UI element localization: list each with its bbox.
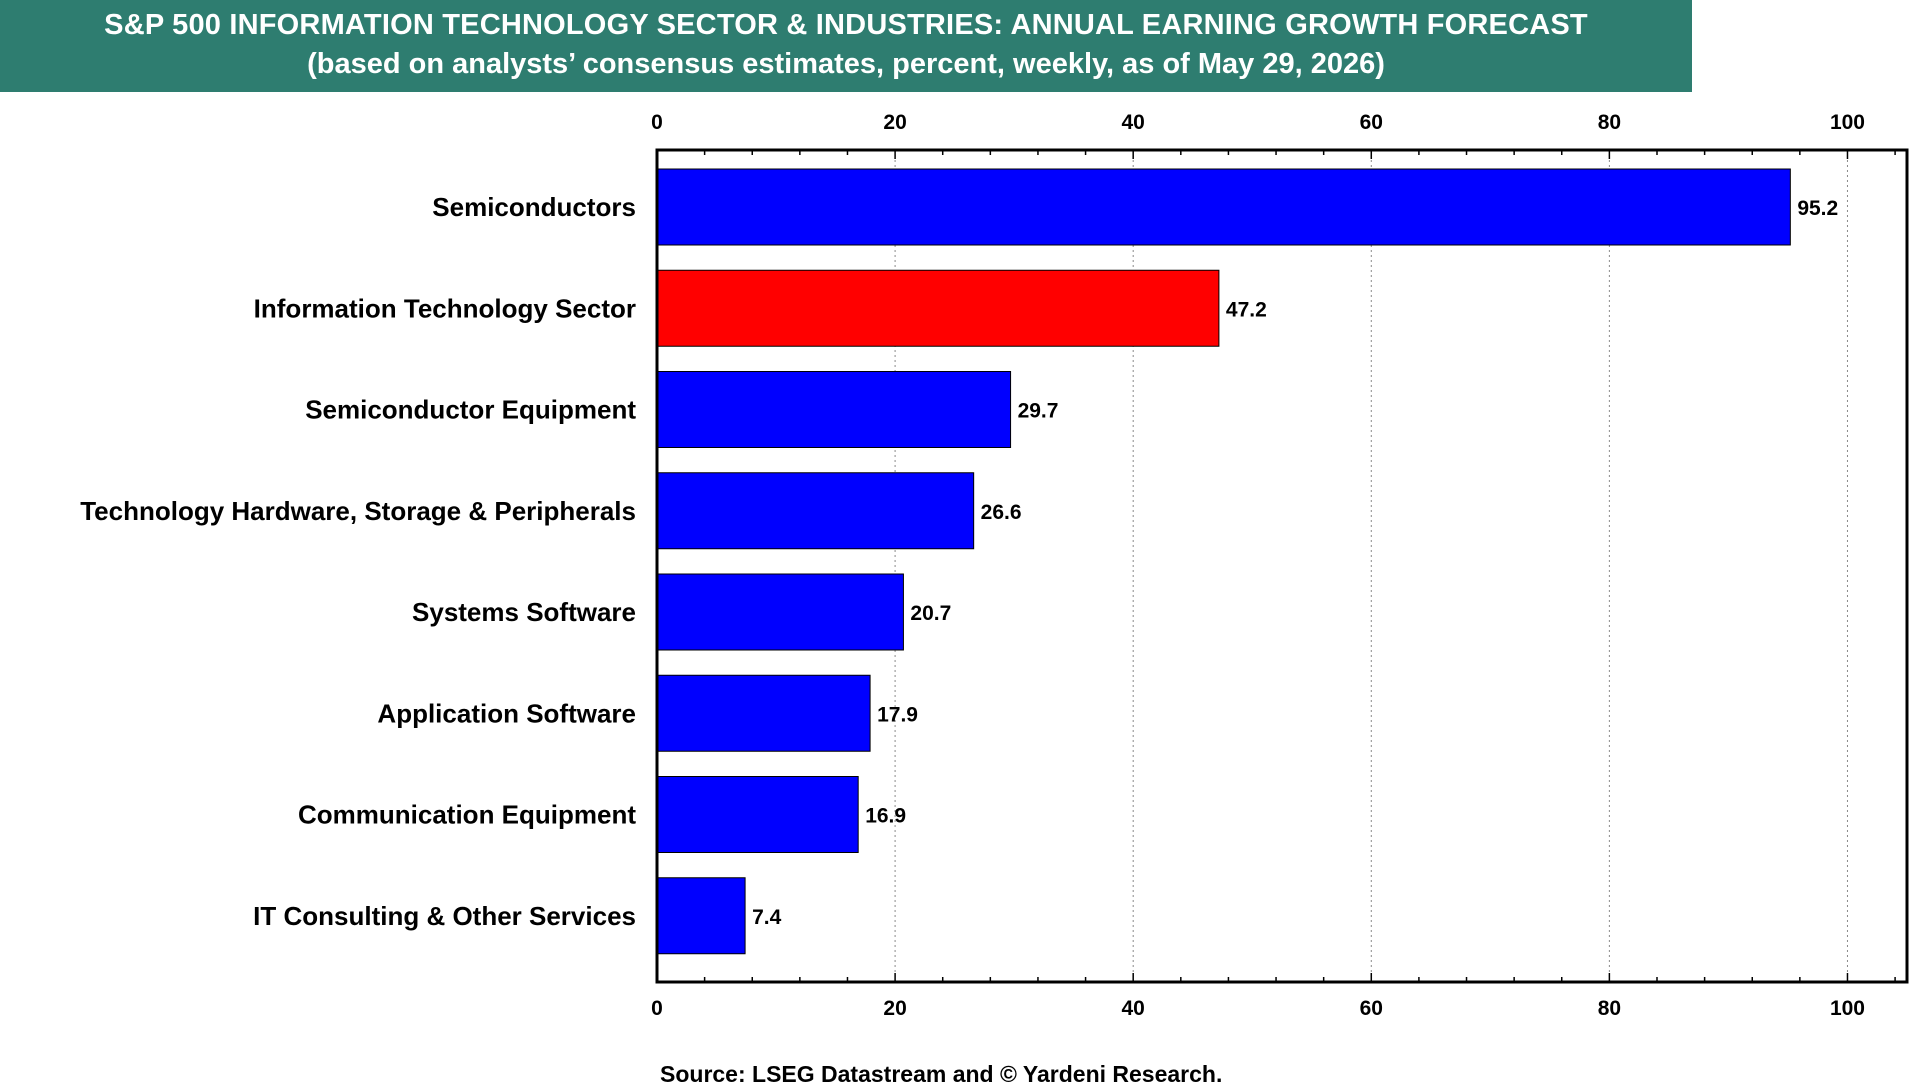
category-label: Application Software [377, 698, 636, 728]
data-label: 17.9 [877, 703, 918, 726]
data-label: 26.6 [981, 501, 1022, 524]
source-note: Source: LSEG Datastream and © Yardeni Re… [660, 1061, 1223, 1087]
x-tick-label-top: 60 [1360, 111, 1383, 134]
bar [656, 371, 1012, 448]
data-label: 29.7 [1018, 400, 1059, 423]
category-label: Systems Software [412, 597, 636, 627]
plot-frame [655, 148, 1909, 984]
category-label: Semiconductors [432, 192, 636, 222]
data-label: 20.7 [910, 602, 951, 625]
x-tick-label-bottom: 0 [651, 997, 663, 1020]
x-tick-label-bottom: 20 [883, 997, 906, 1020]
x-tick-label-top: 100 [1830, 111, 1865, 134]
bar [656, 472, 975, 550]
bar [656, 573, 904, 651]
category-label: Information Technology Sector [254, 293, 636, 323]
category-label: IT Consulting & Other Services [253, 901, 636, 931]
bar [656, 168, 1791, 246]
data-label: 16.9 [865, 805, 906, 828]
chart-subtitle: (based on analysts’ consensus estimates,… [307, 48, 1385, 80]
title-banner: S&P 500 INFORMATION TECHNOLOGY SECTOR & … [0, 0, 1692, 92]
data-label: 95.2 [1797, 197, 1838, 220]
bar [656, 877, 746, 955]
data-label: 7.4 [752, 906, 782, 929]
x-tick-label-top: 80 [1598, 111, 1621, 134]
x-tick-label-top: 40 [1122, 111, 1145, 134]
bar [656, 776, 859, 853]
chart-title: S&P 500 INFORMATION TECHNOLOGY SECTOR & … [104, 9, 1588, 41]
data-label: 47.2 [1226, 298, 1267, 321]
x-tick-label-top: 0 [651, 111, 663, 134]
x-tick-label-bottom: 100 [1830, 997, 1865, 1020]
x-tick-label-bottom: 40 [1122, 997, 1145, 1020]
bar [656, 674, 871, 752]
category-label: Semiconductor Equipment [305, 395, 636, 425]
x-tick-label-top: 20 [883, 111, 906, 134]
bar [656, 269, 1220, 347]
x-tick-label-bottom: 80 [1598, 997, 1621, 1020]
x-tick-label-bottom: 60 [1360, 997, 1383, 1020]
category-label: Communication Equipment [298, 800, 636, 830]
category-label: Technology Hardware, Storage & Periphera… [80, 496, 636, 526]
